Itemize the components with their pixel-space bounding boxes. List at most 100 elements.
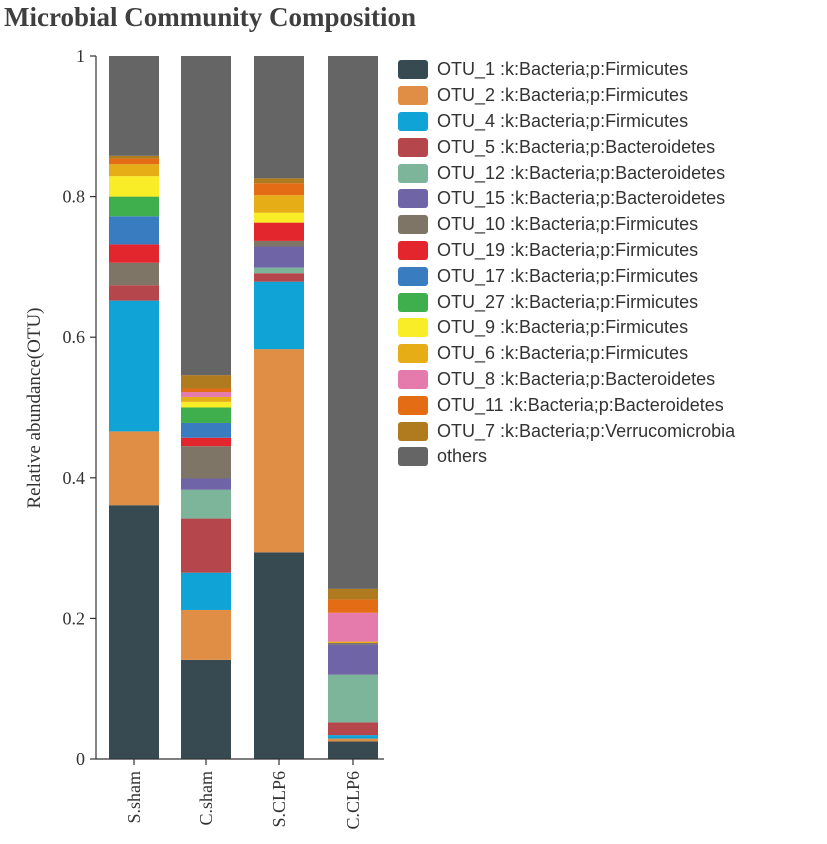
legend-item: OTU_1 :k:Bacteria;p:Firmicutes <box>398 57 735 83</box>
bar-segment-S.CLP6-OTU_7 <box>254 178 304 184</box>
legend-label: others <box>437 446 488 467</box>
legend-item: OTU_4 :k:Bacteria;p:Firmicutes <box>398 109 735 135</box>
x-tick-label-C.CLP6: C.CLP6 <box>343 771 363 830</box>
legend-label: OTU_7 :k:Bacteria;p:Verrucomicrobia <box>437 420 736 441</box>
bar-segment-C.sham-OTU_15 <box>181 478 231 490</box>
legend-label: OTU_4 :k:Bacteria;p:Firmicutes <box>437 110 689 131</box>
legend-swatch <box>398 344 428 364</box>
legend-label: OTU_2 :k:Bacteria;p:Firmicutes <box>437 85 689 106</box>
legend-swatch <box>398 318 428 338</box>
legend-label: OTU_19 :k:Bacteria;p:Firmicutes <box>437 239 699 260</box>
bar-segment-S.CLP6-OTU_11 <box>254 183 304 196</box>
bar-segment-S.CLP6-OTU_4 <box>254 281 304 350</box>
y-tick-label: 0.8 <box>63 187 86 207</box>
legend-item: OTU_27 :k:Bacteria;p:Firmicutes <box>398 289 735 315</box>
bar-segment-S.CLP6-OTU_19 <box>254 222 304 241</box>
bar-segment-C.sham-OTU_6 <box>181 396 231 402</box>
x-tick-label-C.sham: C.sham <box>196 771 216 826</box>
legend-item: others <box>398 444 735 470</box>
legend-swatch <box>398 215 428 235</box>
bar-segment-S.sham-OTU_19 <box>109 244 159 263</box>
x-ticks: S.sham C.sham S.CLP6 C.CLP6 <box>124 759 363 830</box>
y-axis-label: Relative abundance(OTU) <box>24 308 45 509</box>
bar-segment-C.CLP6-OTU_8 <box>328 612 378 642</box>
legend-label: OTU_15 :k:Bacteria;p:Bacteroidetes <box>437 188 726 209</box>
legend-swatch <box>398 137 428 157</box>
legend-item: OTU_12 :k:Bacteria;p:Bacteroidetes <box>398 160 735 186</box>
legend-item: OTU_17 :k:Bacteria;p:Firmicutes <box>398 263 735 289</box>
legend-swatch <box>398 395 428 415</box>
bar-segment-C.sham-OTU_12 <box>181 489 231 519</box>
y-tick-label: 0.4 <box>63 468 86 488</box>
legend-swatch <box>398 266 428 286</box>
bar-segment-C.CLP6-OTU_5 <box>328 722 378 736</box>
legend-swatch <box>398 163 428 183</box>
bar-segment-S.sham-OTU_11 <box>109 158 159 165</box>
bar-segment-S.CLP6-OTU_12 <box>254 267 304 274</box>
bar-segment-S.CLP6-others <box>254 56 304 179</box>
legend-item: OTU_11 :k:Bacteria;p:Bacteroidetes <box>398 392 735 418</box>
bar-segment-C.sham-OTU_7 <box>181 375 231 389</box>
legend-label: OTU_12 :k:Bacteria;p:Bacteroidetes <box>437 162 726 183</box>
bar-segment-S.sham-OTU_27 <box>109 196 159 217</box>
bar-segment-S.CLP6-OTU_6 <box>254 195 304 213</box>
bar-segment-C.sham-OTU_10 <box>181 446 231 479</box>
bar-segment-C.sham-OTU_8 <box>181 392 231 397</box>
bar-segment-S.CLP6-OTU_10 <box>254 240 304 247</box>
bar-segment-C.sham-OTU_4 <box>181 572 231 610</box>
legend-item: OTU_15 :k:Bacteria;p:Bacteroidetes <box>398 186 735 212</box>
y-tick-label: 1 <box>76 46 85 66</box>
legend-swatch <box>398 189 428 209</box>
bar-segment-S.CLP6-OTU_9 <box>254 212 304 223</box>
legend-swatch <box>398 111 428 131</box>
bar-segment-S.sham-OTU_4 <box>109 300 159 432</box>
bar-segment-C.sham-OTU_11 <box>181 388 231 393</box>
legend-item: OTU_10 :k:Bacteria;p:Firmicutes <box>398 212 735 238</box>
legend-swatch <box>398 421 428 441</box>
bar-segment-C.CLP6-OTU_1 <box>328 741 378 759</box>
legend-label: OTU_8 :k:Bacteria;p:Bacteroidetes <box>437 368 716 389</box>
legend-label: OTU_10 :k:Bacteria;p:Firmicutes <box>437 214 699 235</box>
legend-label: OTU_17 :k:Bacteria;p:Firmicutes <box>437 265 699 286</box>
x-tick-label-S.CLP6: S.CLP6 <box>269 771 289 828</box>
y-tick-label: 0.2 <box>63 608 86 628</box>
legend-label: OTU_9 :k:Bacteria;p:Firmicutes <box>437 317 689 338</box>
bar-segment-S.sham-OTU_2 <box>109 431 159 506</box>
y-tick-label: 0 <box>76 749 85 769</box>
bar-segment-S.sham-OTU_9 <box>109 176 159 197</box>
bar-segment-S.sham-OTU_6 <box>109 164 159 177</box>
bar-segment-S.sham-OTU_1 <box>109 505 159 759</box>
bar-segment-S.CLP6-OTU_2 <box>254 349 304 553</box>
bar-segment-C.sham-OTU_1 <box>181 659 231 759</box>
legend-swatch <box>398 240 428 260</box>
legend: OTU_1 :k:Bacteria;p:Firmicutes OTU_2 :k:B… <box>398 57 735 470</box>
legend-swatch <box>398 86 428 106</box>
bar-segment-C.CLP6-OTU_2 <box>328 738 378 742</box>
legend-swatch <box>398 292 428 312</box>
bar-segment-C.CLP6-OTU_6 <box>328 641 378 644</box>
legend-swatch <box>398 369 428 389</box>
bar-segment-C.sham-OTU_17 <box>181 422 231 438</box>
chart-title: Microbial Community Composition <box>4 2 417 32</box>
bar-segment-S.CLP6-OTU_5 <box>254 273 304 282</box>
bar-segment-S.CLP6-OTU_1 <box>254 552 304 759</box>
legend-label: OTU_6 :k:Bacteria;p:Firmicutes <box>437 343 689 364</box>
legend-label: OTU_11 :k:Bacteria;p:Bacteroidetes <box>437 394 724 415</box>
legend-item: OTU_2 :k:Bacteria;p:Firmicutes <box>398 83 735 109</box>
bar-segment-C.CLP6-OTU_4 <box>328 735 378 739</box>
legend-label: OTU_5 :k:Bacteria;p:Bacteroidetes <box>437 136 716 157</box>
bar-segment-C.CLP6-OTU_15 <box>328 644 378 675</box>
legend-label: OTU_1 :k:Bacteria;p:Firmicutes <box>437 59 689 80</box>
bar-segment-S.sham-OTU_7 <box>109 155 159 159</box>
legend-item: OTU_5 :k:Bacteria;p:Bacteroidetes <box>398 134 735 160</box>
bar-segment-C.sham-OTU_5 <box>181 518 231 573</box>
bar-segment-C.CLP6-OTU_10 <box>328 643 378 645</box>
bar-segment-C.CLP6-OTU_12 <box>328 674 378 723</box>
bar-segment-C.CLP6-OTU_11 <box>328 599 378 613</box>
bar-segment-C.sham-others <box>181 56 231 376</box>
bar-segment-S.sham-OTU_5 <box>109 285 159 301</box>
bar-segment-C.CLP6-others <box>328 56 378 589</box>
legend-label: OTU_27 :k:Bacteria;p:Firmicutes <box>437 291 699 312</box>
bar-segment-C.CLP6-OTU_7 <box>328 588 378 600</box>
